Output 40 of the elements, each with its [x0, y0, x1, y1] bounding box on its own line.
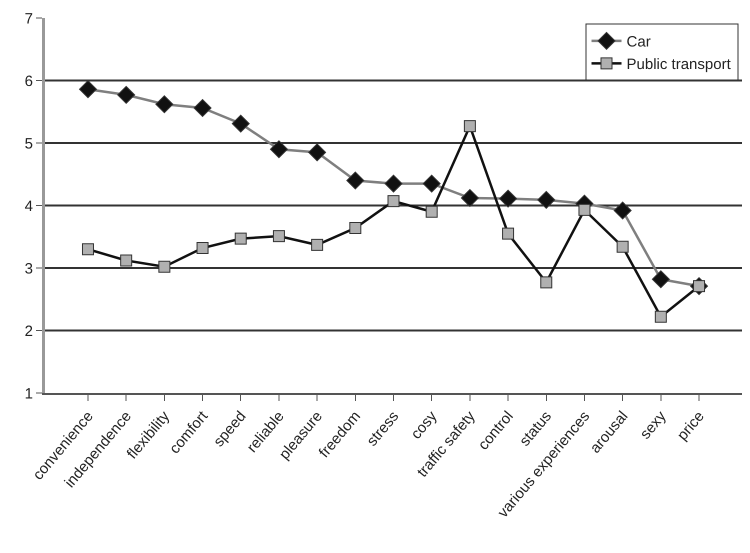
- point: [311, 238, 324, 251]
- y-tick-label: 5: [24, 135, 33, 152]
- point: [502, 228, 514, 240]
- point: [426, 206, 438, 218]
- point: [388, 195, 400, 208]
- point: [654, 310, 667, 323]
- y-tick-label: 6: [24, 72, 33, 90]
- point: [82, 243, 94, 256]
- point: [537, 190, 556, 209]
- point: [384, 174, 402, 193]
- point: [117, 86, 136, 104]
- y-tick-label: 4: [24, 198, 33, 215]
- point: [158, 260, 170, 273]
- y-tick-label: 1: [24, 385, 33, 402]
- point: [499, 190, 518, 208]
- y-tick-label: 3: [24, 260, 33, 278]
- point: [578, 204, 590, 216]
- point: [349, 222, 362, 234]
- point: [196, 242, 209, 254]
- y-tick-label: 7: [24, 10, 33, 28]
- y-tick-label: 2: [24, 322, 33, 340]
- point: [272, 230, 285, 242]
- legend-label: Car: [626, 34, 651, 51]
- point: [422, 174, 441, 193]
- point: [308, 143, 326, 162]
- legend-label: Public transport: [626, 56, 732, 74]
- point: [652, 270, 670, 288]
- point: [120, 254, 132, 266]
- point: [614, 202, 632, 220]
- point: [460, 189, 479, 207]
- point: [194, 99, 212, 117]
- point: [270, 140, 288, 158]
- point: [346, 172, 364, 190]
- point: [464, 120, 476, 132]
- point: [540, 276, 552, 288]
- point: [79, 80, 97, 98]
- point: [616, 240, 629, 253]
- point: [155, 95, 174, 114]
- point: [232, 114, 250, 133]
- point: [234, 232, 247, 245]
